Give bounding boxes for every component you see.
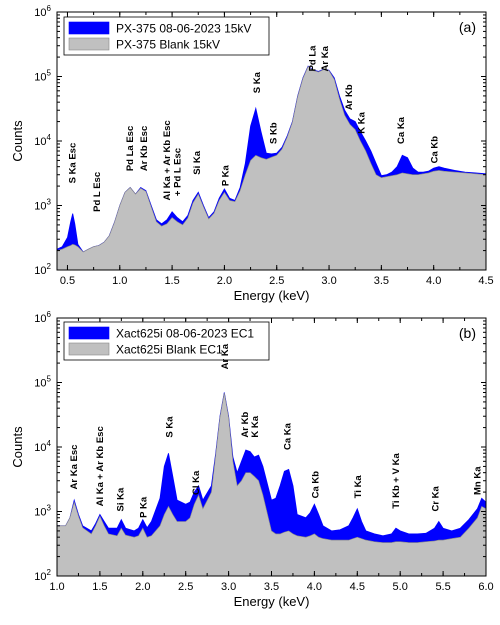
x-axis-label: Energy (keV) [234, 288, 310, 303]
peak-label: Mn Ka [472, 466, 483, 495]
peak-label: Ca Kb [310, 471, 321, 499]
legend-swatch [68, 37, 110, 51]
legend-entry: PX-375 08-06-2023 15kV [116, 22, 251, 36]
y-tick-label: 103 [34, 198, 51, 213]
peak-label: Ar Ka [320, 45, 331, 71]
panel-label: (b) [459, 325, 476, 341]
chart-panel-a: 0.5 1.0 1.5 2.0 2.5 3.0 3.5 4.0 4.5 102 103 104 105 1… [10, 4, 494, 303]
x-tick-label: 2.0 [217, 275, 232, 287]
peak-label: Si Ka [116, 487, 127, 511]
x-tick-label: 3.5 [374, 275, 389, 287]
y-tick-label: 105 [34, 375, 51, 390]
legend-swatch [68, 342, 110, 356]
y-tick-label: 102 [34, 262, 51, 277]
x-tick-label: 1.0 [112, 275, 127, 287]
peak-label: Ar Ka [220, 343, 231, 369]
legend: PX-375 08-06-2023 15kV PX-375 Blank 15kV [63, 16, 270, 56]
peak-label: Al Ka + Ar Kb Esc [95, 426, 106, 506]
peak-label: + Pd L Esc [172, 148, 183, 196]
legend-swatch [68, 21, 110, 35]
series-area-blank [57, 66, 486, 270]
x-tick-label: 2.5 [269, 275, 284, 287]
peak-label: S Ka Esc [68, 143, 79, 184]
x-tick-label: 1.0 [49, 581, 64, 593]
x-tick-label: 4.5 [478, 275, 493, 287]
legend-entry: PX-375 Blank 15kV [116, 38, 220, 52]
peak-label: Al Ka + Ar Kb Esc [162, 120, 173, 200]
x-tick-label: 5.5 [435, 581, 450, 593]
y-tick-label: 103 [34, 504, 51, 519]
x-tick-label: 3.0 [221, 581, 236, 593]
x-tick-label: 3.0 [321, 275, 336, 287]
legend-entry: Xact625i Blank EC1 [116, 343, 223, 357]
y-axis-label: Counts [10, 426, 25, 468]
peak-label: Pd La Esc [125, 126, 136, 171]
peak-label: Cr Ka [430, 485, 441, 511]
peak-label: Pd La [307, 45, 318, 72]
peak-label: K Ka [356, 111, 367, 133]
peak-label: S Ka [252, 71, 263, 93]
legend-swatch [68, 326, 110, 340]
x-tick-label: 4.0 [426, 275, 441, 287]
peak-label: K Ka [250, 415, 261, 437]
y-axis-label: Counts [10, 120, 25, 162]
peak-label: P Ka [220, 164, 231, 186]
x-tick-label: 3.5 [264, 581, 279, 593]
plot-area [57, 392, 486, 576]
peak-label: Si Ka [192, 150, 203, 174]
plot-area [57, 65, 486, 270]
x-tick-label: 4.0 [307, 581, 322, 593]
x-tick-label: 5.0 [393, 581, 408, 593]
panel-label: (a) [459, 19, 476, 35]
y-tick-label: 104 [34, 133, 51, 148]
series-area-blank [57, 392, 486, 576]
peak-label: Ca Ka [396, 116, 407, 144]
peak-label: Ca Ka [283, 422, 294, 450]
y-tick-label: 102 [34, 568, 51, 583]
peak-label: Ar Ka Esc [69, 445, 80, 490]
peak-label: S Ka [164, 416, 175, 438]
x-tick-label: 0.5 [60, 275, 75, 287]
x-tick-label: 4.5 [350, 581, 365, 593]
y-tick-label: 105 [34, 69, 51, 84]
x-tick-label: 2.0 [135, 581, 150, 593]
peak-label: S Kb [269, 122, 280, 144]
x-tick-label: 1.5 [164, 275, 179, 287]
peak-label: Ti Kb + V Ka [391, 453, 402, 509]
x-axis-label: Energy (keV) [234, 594, 310, 609]
peak-label: Ar Kb [344, 84, 355, 110]
x-tick-label: 1.5 [92, 581, 107, 593]
y-tick-label: 106 [34, 310, 51, 325]
peak-label: Ar Kb [240, 412, 251, 438]
peak-label: Ar Kb Esc [139, 126, 150, 171]
peak-label: Cl Ka [191, 470, 202, 495]
peak-label: P Ka [139, 496, 150, 518]
x-tick-label: 2.5 [178, 581, 193, 593]
peak-label: Ti Ka [353, 475, 364, 499]
peak-label: Ca Kb [430, 136, 441, 164]
legend-entry: Xact625i 08-06-2023 EC1 [116, 327, 254, 341]
legend: Xact625i 08-06-2023 EC1 Xact625i Blank EC… [63, 321, 270, 361]
y-tick-label: 104 [34, 439, 51, 454]
y-tick-label: 106 [34, 4, 51, 19]
peak-label: Pd L Esc [92, 172, 103, 212]
x-tick-label: 6.0 [478, 581, 493, 593]
chart-panel-b: 1.0 1.5 2.0 2.5 3.0 3.5 4.0 4.5 5.0 5.5 6.0 102 103 1… [10, 310, 494, 609]
